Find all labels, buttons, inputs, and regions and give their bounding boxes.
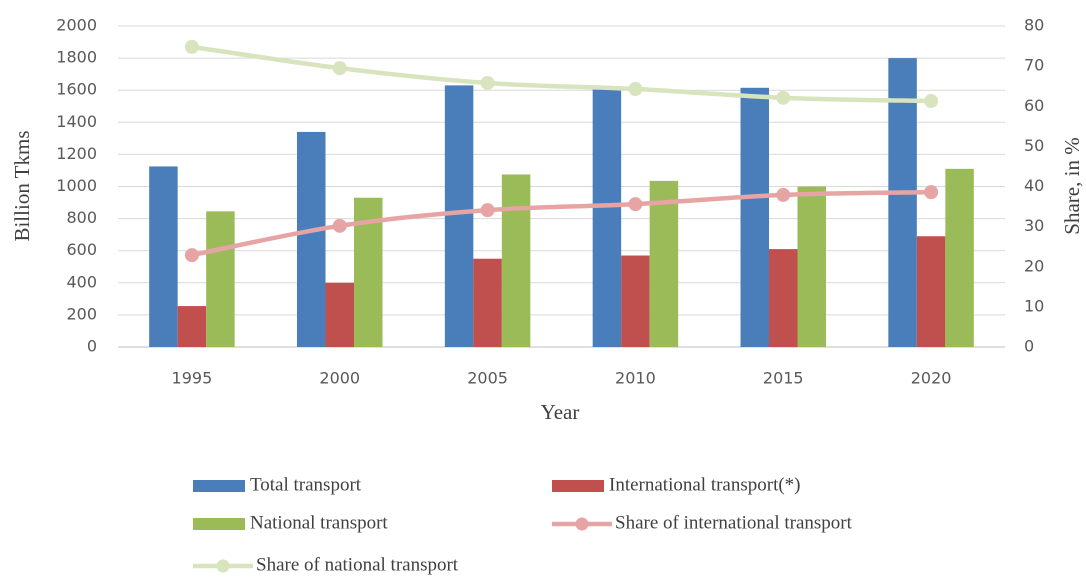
marker (776, 187, 791, 202)
bar (501, 174, 531, 347)
bar (945, 168, 974, 347)
bar (473, 258, 502, 347)
marker (628, 197, 643, 212)
bar (888, 58, 917, 347)
marker (332, 218, 347, 233)
bar (797, 186, 826, 347)
y-axis-title: Billion Tkms (10, 130, 34, 241)
bar (206, 211, 235, 347)
marker (924, 94, 939, 109)
y2-tick-label: 40 (1024, 176, 1044, 195)
marker (480, 75, 495, 90)
bar (444, 85, 474, 347)
x-tick-label: 2005 (467, 369, 508, 388)
legend-label: National transport (250, 512, 388, 533)
bar (592, 88, 622, 347)
legend-marker (575, 517, 589, 531)
y2-tick-label: 60 (1024, 96, 1044, 115)
y-tick-label: 200 (66, 304, 97, 323)
legend-label: International transport(*) (609, 474, 801, 495)
x-tick-label: 2010 (615, 369, 656, 388)
bar (325, 282, 354, 347)
x-axis-title: Year (541, 400, 580, 424)
y2-tick-label: 80 (1024, 16, 1044, 35)
x-tick-label: 1995 (172, 369, 213, 388)
y-tick-label: 1600 (56, 80, 97, 99)
legend-marker (216, 559, 230, 573)
bar (621, 255, 650, 347)
marker (184, 248, 199, 263)
bar (916, 236, 946, 347)
y2-tick-label: 20 (1024, 256, 1044, 275)
y-tick-label: 800 (66, 208, 97, 227)
marker (776, 90, 791, 105)
y-tick-label: 0 (87, 337, 97, 356)
y2-tick-label: 70 (1024, 56, 1044, 75)
legend-label: Share of national transport (256, 554, 459, 575)
y-tick-label: 1400 (56, 112, 97, 131)
y2-axis-title: Share, in % (1060, 137, 1084, 234)
x-tick-label: 2020 (911, 369, 952, 388)
bar (149, 166, 178, 347)
y-tick-label: 600 (66, 240, 97, 259)
bar (769, 249, 798, 347)
y2-tick-label: 50 (1024, 136, 1044, 155)
y2-tick-label: 10 (1024, 296, 1044, 315)
line (189, 189, 934, 258)
legend-label: Total transport (250, 474, 362, 495)
marker (924, 185, 939, 200)
y-tick-label: 2000 (56, 16, 97, 35)
bar (740, 87, 769, 347)
marker (628, 81, 643, 96)
bar (297, 131, 326, 347)
marker (480, 203, 495, 218)
bar (649, 180, 679, 347)
marker (184, 39, 199, 54)
legend-label: Share of international transport (615, 512, 853, 533)
x-tick-label: 2000 (319, 369, 360, 388)
x-tick-label: 2015 (763, 369, 804, 388)
line (189, 44, 934, 104)
y2-tick-label: 0 (1024, 337, 1034, 356)
y2-tick-label: 30 (1024, 216, 1044, 235)
legend-swatch (193, 518, 245, 530)
y-tick-label: 400 (66, 272, 97, 291)
legend-swatch (193, 480, 245, 492)
y-tick-label: 1800 (56, 48, 97, 67)
y-tick-label: 1200 (56, 144, 97, 163)
legend-swatch (552, 480, 604, 492)
y-tick-label: 1000 (56, 176, 97, 195)
bar (177, 306, 207, 347)
marker (332, 61, 347, 76)
